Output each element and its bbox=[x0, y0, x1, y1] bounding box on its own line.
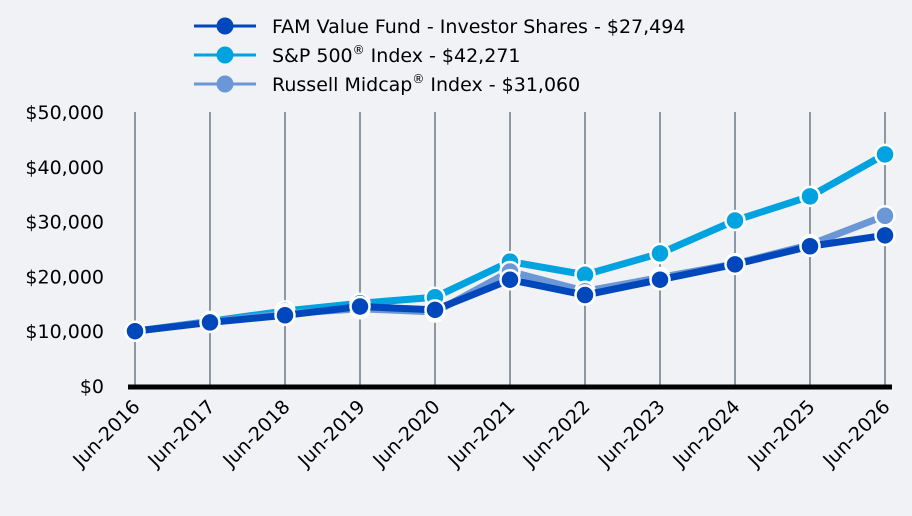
x-tick-label: Jun-2021 bbox=[443, 396, 519, 472]
legend-label: S&P 500® Index - $42,271 bbox=[272, 43, 521, 67]
legend-item: FAM Value Fund - Investor Shares - $27,4… bbox=[194, 16, 685, 38]
x-tick-label: Jun-2025 bbox=[743, 396, 819, 472]
legend-swatch-marker bbox=[216, 17, 234, 35]
data-point bbox=[574, 284, 596, 306]
legend-label: Russell Midcap® Index - $31,060 bbox=[272, 72, 580, 96]
data-point bbox=[799, 235, 821, 258]
y-tick-label: $50,000 bbox=[25, 102, 104, 124]
data-point bbox=[199, 311, 221, 334]
x-tick-label: Jun-2024 bbox=[668, 396, 744, 472]
y-tick-label: $10,000 bbox=[25, 321, 104, 343]
gridlines bbox=[134, 112, 886, 386]
data-point bbox=[349, 295, 371, 318]
x-axis: Jun-2016 Jun-2017 Jun-2018 Jun-2019 Jun-2020… bbox=[68, 384, 895, 472]
data-point bbox=[724, 209, 746, 232]
data-point bbox=[724, 253, 746, 276]
data-point bbox=[799, 185, 821, 208]
series-2 bbox=[124, 224, 896, 342]
x-tick-label: Jun-2016 bbox=[68, 396, 144, 472]
data-point bbox=[274, 304, 296, 327]
legend-swatch-marker bbox=[216, 75, 234, 93]
legend-item: S&P 500® Index - $42,271 bbox=[194, 43, 521, 67]
series-layer bbox=[124, 143, 896, 342]
y-tick-label: $30,000 bbox=[25, 212, 104, 234]
data-point bbox=[424, 299, 446, 321]
y-tick-label: $40,000 bbox=[25, 157, 104, 179]
x-tick-label: Jun-2017 bbox=[143, 396, 219, 472]
x-tick-label: Jun-2018 bbox=[218, 396, 294, 472]
legend-label: FAM Value Fund - Investor Shares - $27,4… bbox=[272, 16, 685, 38]
x-tick-label: Jun-2019 bbox=[293, 396, 369, 472]
x-tick-label: Jun-2020 bbox=[368, 396, 444, 472]
legend: FAM Value Fund - Investor Shares - $27,4… bbox=[194, 16, 685, 96]
data-point bbox=[874, 224, 896, 247]
legend-swatch-marker bbox=[216, 46, 234, 64]
y-axis: $0 $10,000 $20,000 $30,000 $40,000 $50,000 bbox=[25, 102, 104, 398]
legend-item: Russell Midcap® Index - $31,060 bbox=[194, 72, 580, 96]
data-point bbox=[874, 143, 896, 166]
y-tick-label: $0 bbox=[80, 376, 104, 398]
x-tick-label: Jun-2026 bbox=[818, 396, 894, 472]
data-point bbox=[499, 268, 521, 291]
data-point bbox=[874, 205, 896, 227]
data-point bbox=[124, 320, 146, 342]
x-tick-label: Jun-2022 bbox=[518, 396, 594, 472]
x-tick-label: Jun-2023 bbox=[593, 396, 669, 472]
y-tick-label: $20,000 bbox=[25, 266, 104, 288]
data-point bbox=[649, 268, 671, 291]
data-point bbox=[649, 242, 671, 265]
